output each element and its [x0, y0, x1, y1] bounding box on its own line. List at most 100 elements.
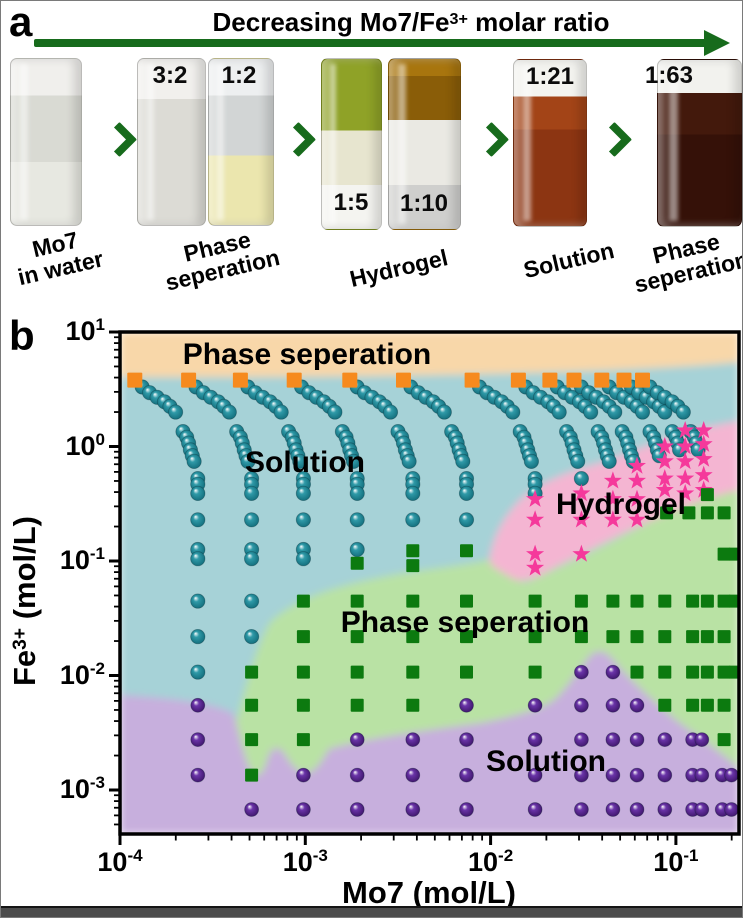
- marker-green-square: [728, 547, 739, 561]
- marker-orange-square: [635, 372, 650, 388]
- marker-teal-circle: [657, 404, 673, 420]
- marker-pink-star: [526, 544, 545, 562]
- marker-purple-circle: [605, 697, 621, 713]
- marker-green-square: [606, 630, 620, 644]
- marker-teal-circle: [244, 551, 260, 567]
- marker-green-square: [686, 698, 700, 712]
- marker-green-square: [406, 665, 420, 679]
- plot-frame: [118, 330, 741, 836]
- marker-purple-circle: [574, 664, 589, 680]
- marker-teal-circle: [345, 453, 362, 469]
- marker-green-square: [406, 594, 420, 608]
- marker-teal-circle: [551, 404, 567, 420]
- marker-teal-circle: [292, 453, 308, 469]
- marker-green-square: [658, 698, 672, 712]
- marker-orange-square: [510, 372, 526, 388]
- marker-green-square: [574, 594, 588, 608]
- marker-green-square: [606, 594, 620, 608]
- marker-green-square: [350, 698, 364, 712]
- marker-orange-square: [232, 372, 248, 388]
- marker-teal-circle: [675, 404, 691, 420]
- marker-pink-star: [676, 451, 695, 470]
- marker-purple-circle: [459, 767, 474, 783]
- data-markers: [127, 372, 739, 817]
- marker-purple-circle: [349, 732, 365, 747]
- marker-green-square: [717, 506, 731, 520]
- marker-teal-circle: [190, 593, 206, 609]
- marker-pink-star: [694, 465, 713, 483]
- vial-1-5: [321, 58, 382, 230]
- marker-teal-circle: [295, 485, 311, 501]
- marker-purple-circle: [724, 802, 739, 817]
- marker-teal-circle: [601, 453, 617, 469]
- marker-green-square: [717, 698, 731, 712]
- marker-green-square: [350, 556, 364, 570]
- vial-1-63: [657, 59, 742, 227]
- marker-purple-circle: [190, 697, 206, 713]
- marker-purple-circle: [574, 732, 589, 747]
- marker-green-square: [460, 544, 473, 558]
- y-tick-label: 10-2: [59, 658, 105, 690]
- marker-teal-circle: [190, 664, 206, 680]
- marker-green-square: [686, 594, 700, 608]
- marker-green-square: [682, 506, 696, 520]
- marker-orange-square: [342, 372, 358, 388]
- marker-pink-star: [526, 489, 545, 507]
- y-tick-label: 100: [65, 429, 105, 461]
- vial-3-2: [137, 58, 206, 226]
- marker-teal-circle: [186, 453, 202, 469]
- marker-teal-circle: [634, 404, 651, 420]
- vial-1-2: [208, 58, 274, 226]
- marker-green-square: [717, 630, 731, 644]
- marker-green-square: [296, 594, 310, 608]
- marker-purple-circle: [724, 767, 739, 783]
- y-tick-label: 10-3: [59, 773, 105, 804]
- marker-purple-circle: [629, 767, 645, 783]
- x-tick-label: 10-4: [97, 846, 143, 877]
- window-edge-bar: [1, 906, 742, 917]
- marker-purple-circle: [459, 697, 474, 713]
- marker-teal-circle: [436, 404, 452, 420]
- marker-green-square: [296, 733, 310, 747]
- marker-teal-circle: [327, 404, 343, 420]
- y-tick-label: 10-1: [59, 544, 105, 575]
- marker-purple-circle: [605, 767, 621, 783]
- x-tick-label: 10-2: [468, 846, 514, 877]
- marker-green-square: [717, 594, 731, 608]
- title-post: molar ratio: [467, 7, 610, 37]
- ratio-label-1-2: 1:2: [221, 62, 257, 89]
- marker-orange-square: [286, 372, 302, 388]
- panel-a-label: a: [9, 0, 33, 45]
- marker-green-square: [406, 559, 420, 573]
- marker-pink-star: [628, 456, 646, 474]
- marker-purple-circle: [295, 802, 311, 817]
- marker-green-square: [658, 630, 672, 644]
- ratio-label-1-10: 1:10: [399, 190, 449, 217]
- marker-purple-circle: [605, 802, 621, 817]
- marker-teal-circle: [458, 512, 475, 528]
- marker-teal-circle: [382, 404, 399, 420]
- marker-green-square: [686, 630, 700, 644]
- marker-green-square: [728, 665, 739, 679]
- marker-purple-circle: [349, 802, 365, 817]
- vial-1-21: [513, 59, 587, 227]
- marker-purple-circle: [574, 802, 589, 817]
- marker-purple-circle: [574, 767, 589, 783]
- marker-pink-star: [655, 451, 674, 470]
- ratio-label-1-21: 1:21: [525, 63, 575, 90]
- marker-pink-star: [628, 510, 646, 528]
- y-tick-label: 101: [65, 315, 105, 346]
- marker-green-square: [700, 594, 714, 608]
- marker-green-square: [296, 698, 310, 712]
- marker-green-square: [700, 698, 714, 712]
- marker-pink-star: [676, 437, 695, 455]
- marker-green-square: [528, 665, 542, 679]
- marker-purple-circle: [405, 767, 421, 783]
- marker-teal-circle: [240, 453, 256, 469]
- marker-pink-star: [694, 434, 713, 452]
- right-arrow-icon: [34, 39, 706, 47]
- marker-green-square: [630, 665, 644, 679]
- marker-purple-circle: [459, 802, 474, 817]
- marker-purple-circle: [527, 697, 543, 713]
